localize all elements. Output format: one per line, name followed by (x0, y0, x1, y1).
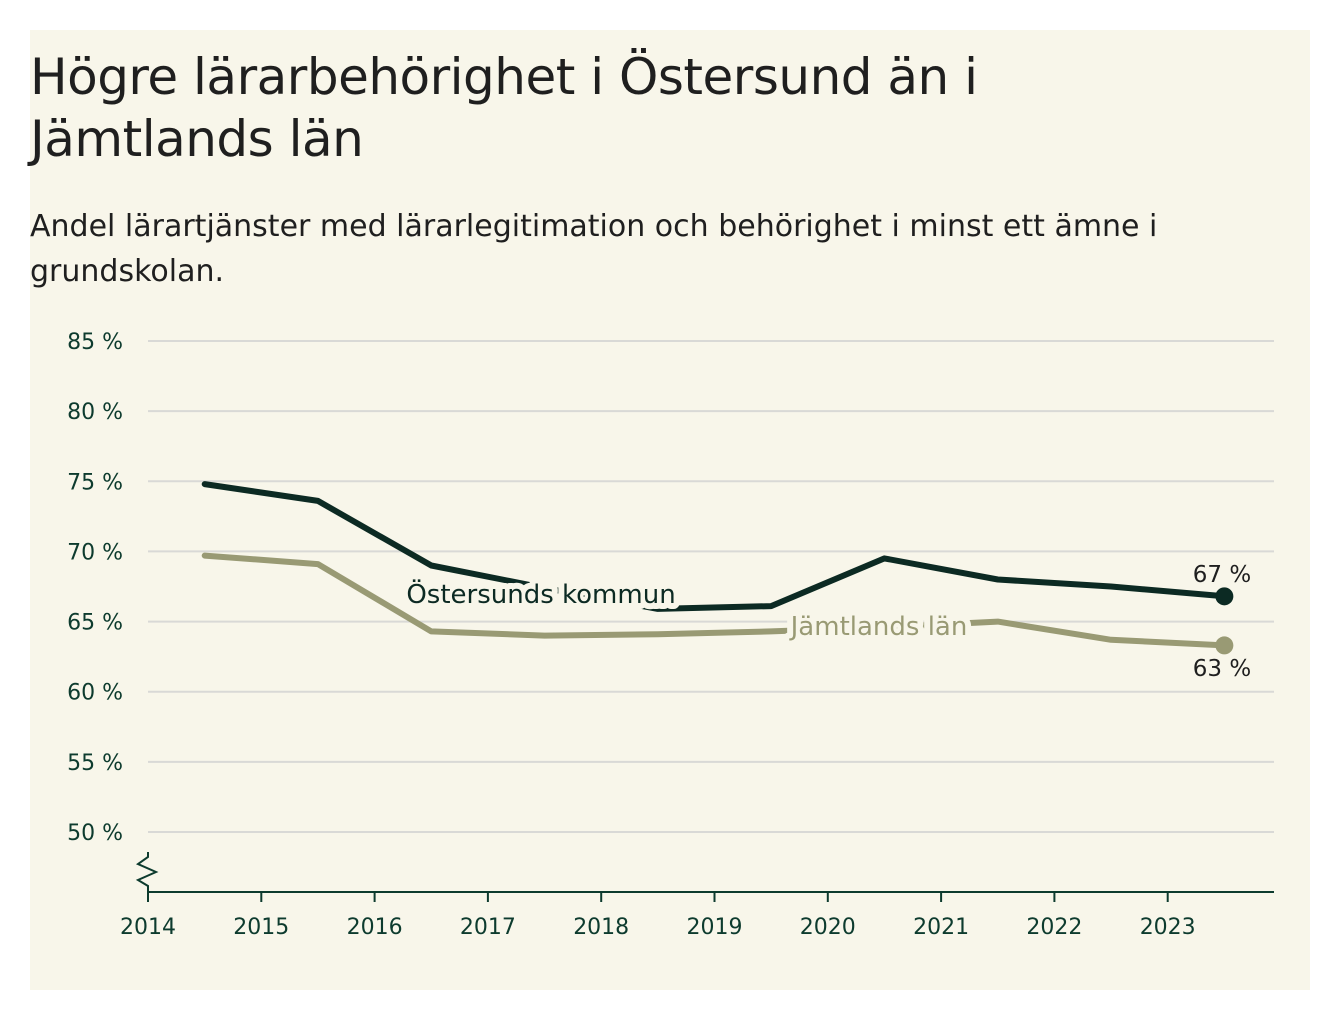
x-tick-label: 2018 (573, 915, 629, 940)
end-value-label-jamtland: 63 % (1193, 656, 1251, 682)
x-axis (135, 852, 1274, 902)
end-point-jamtland (1215, 636, 1234, 655)
x-tick-label: 2014 (120, 915, 176, 940)
x-tick-label: 2020 (800, 915, 856, 940)
series-line-jamtland (201, 552, 1228, 649)
y-tick-label: 85 % (67, 330, 123, 355)
axis-break-icon (135, 852, 159, 892)
x-tick-label: 2023 (1140, 915, 1196, 940)
series-line-ostersund (201, 481, 1228, 612)
series-label-jamtland: Jämtlands län (789, 612, 968, 642)
y-tick-label: 50 % (67, 821, 123, 846)
chart-title: Högre lärarbehörighet i Östersund än i J… (30, 48, 978, 168)
y-tick-label: 55 % (67, 751, 123, 776)
y-tick-label: 75 % (67, 470, 123, 495)
chart-subtitle: Andel lärartjänster med lärarlegitimatio… (30, 209, 1158, 289)
x-tick-label: 2016 (347, 915, 403, 940)
series-label-ostersund: Östersunds kommun (406, 578, 675, 610)
y-axis-tick-labels: 50 % 55 % 60 % 65 % 70 % 75 % 80 % 85 % (67, 330, 123, 846)
series-lines (201, 481, 1234, 655)
x-axis-tick-labels: 2014 2015 2016 2017 2018 2019 2020 2021 2022 2023 (120, 915, 1196, 940)
y-tick-label: 65 % (67, 611, 123, 636)
y-tick-label: 80 % (67, 400, 123, 425)
x-tick-label: 2021 (913, 915, 969, 940)
chart-card (30, 30, 1310, 990)
x-tick-label: 2017 (460, 915, 516, 940)
gridlines (148, 340, 1274, 833)
y-tick-label: 60 % (67, 681, 123, 706)
series-labels: Östersunds kommun Jämtlands län 67 % 63 % (400, 562, 1251, 682)
y-tick-label: 70 % (67, 540, 123, 565)
x-tick-label: 2015 (233, 915, 289, 940)
end-point-ostersund (1215, 587, 1234, 606)
end-value-label-ostersund: 67 % (1193, 562, 1251, 588)
x-tick-label: 2022 (1026, 915, 1082, 940)
x-tick-label: 2019 (687, 915, 743, 940)
